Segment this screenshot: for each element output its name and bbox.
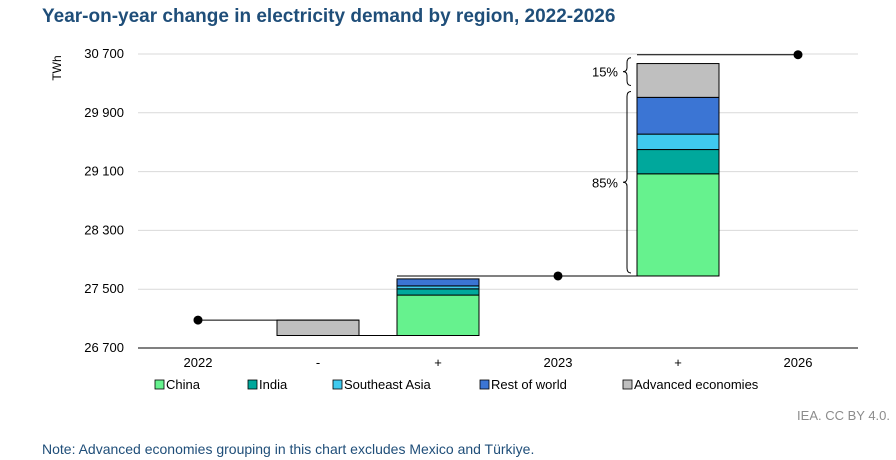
x-tick-label: 2026	[784, 355, 813, 370]
x-tick-label: 2023	[544, 355, 573, 370]
annotations: 15% 85%	[592, 57, 632, 274]
bar-segment-rest-of-world	[396, 278, 480, 287]
legend: China India Southeast Asia Rest of world Adv…	[154, 377, 759, 392]
y-axis: 26 700 27 500 28 300 29 100 29 900 30 700 TWh	[50, 46, 124, 355]
x-axis: 2022 - +2023 +2026	[138, 347, 858, 370]
bar-segment-india	[396, 288, 480, 296]
y-tick-label: 27 500	[84, 281, 124, 296]
legend-swatch	[479, 379, 490, 390]
legend-label: Rest of world	[491, 377, 567, 392]
x-tick-label: 2022	[184, 355, 213, 370]
x-tick-label: +	[674, 355, 682, 370]
y-tick-label: 29 100	[84, 164, 124, 179]
source-credit: IEA. CC BY 4.0.	[797, 408, 890, 423]
bar-segment-rest-of-world	[636, 96, 720, 135]
x-tick-label: -	[316, 355, 320, 370]
connectors	[193, 50, 803, 337]
bar-segment-china	[636, 173, 720, 277]
bar-segment-southeast-asia	[636, 133, 720, 151]
annotation-label: 15%	[592, 65, 618, 80]
footnote: Note: Advanced economies grouping in thi…	[42, 441, 535, 457]
x-tick-label: +	[434, 355, 442, 370]
bar-segment-advanced-economies	[276, 319, 360, 337]
y-tick-label: 30 700	[84, 46, 124, 61]
chart-title: Year-on-year change in electricity deman…	[42, 6, 616, 27]
y-tick-label: 26 700	[84, 340, 124, 355]
annotation-bracket	[622, 57, 632, 87]
y-tick-label: 28 300	[84, 222, 124, 237]
legend-label: Southeast Asia	[344, 377, 431, 392]
annotation-bracket	[622, 91, 632, 274]
legend-swatch	[154, 379, 165, 390]
legend-swatch	[247, 379, 258, 390]
y-tick-label: 29 900	[84, 105, 124, 120]
annotation-label: 85%	[592, 175, 618, 190]
bar-segment-china	[396, 294, 480, 337]
bar-segment-advanced-economies	[636, 63, 720, 98]
bar-segment-india	[636, 149, 720, 175]
legend-swatch	[622, 379, 633, 390]
y-axis-label: TWh	[50, 55, 64, 80]
legend-swatch	[332, 379, 343, 390]
gridlines	[138, 53, 858, 290]
bars	[276, 63, 720, 337]
legend-label: India	[259, 377, 288, 392]
legend-label: China	[166, 377, 201, 392]
legend-label: Advanced economies	[634, 377, 759, 392]
